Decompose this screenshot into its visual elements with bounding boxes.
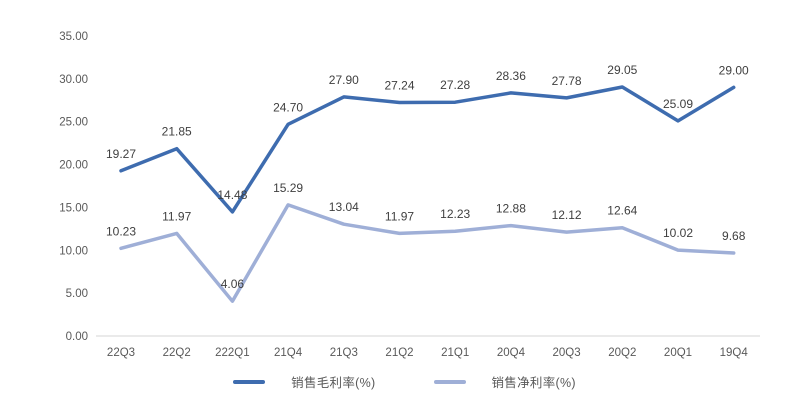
legend: 销售毛利率(%) 销售净利率(%) bbox=[0, 372, 809, 391]
data-label: 24.70 bbox=[273, 100, 303, 114]
y-tick-label: 0.00 bbox=[66, 331, 88, 343]
data-label: 27.78 bbox=[552, 74, 582, 88]
x-tick-label: 20Q1 bbox=[664, 347, 692, 359]
data-label: 11.97 bbox=[162, 209, 191, 223]
y-tick-label: 30.00 bbox=[59, 74, 88, 86]
plot-area: 0.00 5.00 10.00 15.00 20.00 25.00 30.00 35.00 22… bbox=[59, 31, 760, 359]
x-tick-label: 22Q2 bbox=[163, 347, 191, 359]
x-tick-label: 20Q2 bbox=[608, 347, 636, 359]
y-tick-label: 15.00 bbox=[59, 202, 88, 214]
x-tick-label: 222Q1 bbox=[215, 347, 250, 359]
x-tick-label: 21Q3 bbox=[330, 347, 358, 359]
data-label: 27.24 bbox=[384, 79, 414, 93]
series-line-1[interactable] bbox=[119, 203, 736, 303]
legend-item-gross-margin[interactable]: 销售毛利率(%) bbox=[233, 372, 375, 391]
data-label: 12.23 bbox=[440, 207, 470, 221]
y-tick-label: 20.00 bbox=[59, 160, 88, 172]
data-label: 11.97 bbox=[385, 209, 414, 223]
data-label: 15.29 bbox=[273, 181, 303, 195]
legend-item-net-margin[interactable]: 销售净利率(%) bbox=[433, 372, 576, 391]
legend-label-gross-margin: 销售毛利率(%) bbox=[291, 376, 376, 390]
data-label: 29.00 bbox=[719, 63, 749, 77]
x-tick-label: 19Q4 bbox=[720, 347, 749, 359]
data-label: 13.04 bbox=[329, 200, 359, 214]
data-label: 27.90 bbox=[329, 73, 359, 87]
data-label: 28.36 bbox=[496, 69, 526, 83]
data-label: 29.05 bbox=[607, 63, 637, 77]
data-label: 14.48 bbox=[217, 188, 247, 202]
data-label: 27.28 bbox=[440, 78, 470, 92]
data-label: 12.88 bbox=[496, 202, 526, 216]
data-label: 21.85 bbox=[162, 125, 192, 139]
y-tick-label: 10.00 bbox=[59, 245, 88, 257]
data-label: 25.09 bbox=[663, 97, 693, 111]
data-label: 9.68 bbox=[722, 229, 746, 243]
data-label: 10.23 bbox=[106, 224, 136, 238]
series-line-0[interactable] bbox=[119, 85, 736, 214]
data-label: 19.27 bbox=[106, 147, 136, 161]
data-label: 10.02 bbox=[663, 226, 693, 240]
y-tick-label: 5.00 bbox=[66, 288, 88, 300]
legend-swatch-gross-margin bbox=[233, 379, 266, 384]
y-tick-label: 35.00 bbox=[59, 31, 88, 43]
x-tick-label: 22Q3 bbox=[107, 347, 135, 359]
x-tick-label: 21Q2 bbox=[385, 347, 413, 359]
data-label: 4.06 bbox=[221, 277, 245, 291]
legend-label-net-margin: 销售净利率(%) bbox=[491, 376, 576, 390]
data-label: 12.12 bbox=[552, 208, 582, 222]
y-tick-label: 25.00 bbox=[59, 117, 88, 129]
x-tick-label: 20Q4 bbox=[497, 347, 526, 359]
x-tick-label: 21Q1 bbox=[441, 347, 469, 359]
legend-swatch-net-margin bbox=[433, 379, 466, 384]
x-tick-label: 20Q3 bbox=[553, 347, 581, 359]
data-label: 12.64 bbox=[607, 204, 637, 218]
x-tick-label: 21Q4 bbox=[274, 347, 303, 359]
